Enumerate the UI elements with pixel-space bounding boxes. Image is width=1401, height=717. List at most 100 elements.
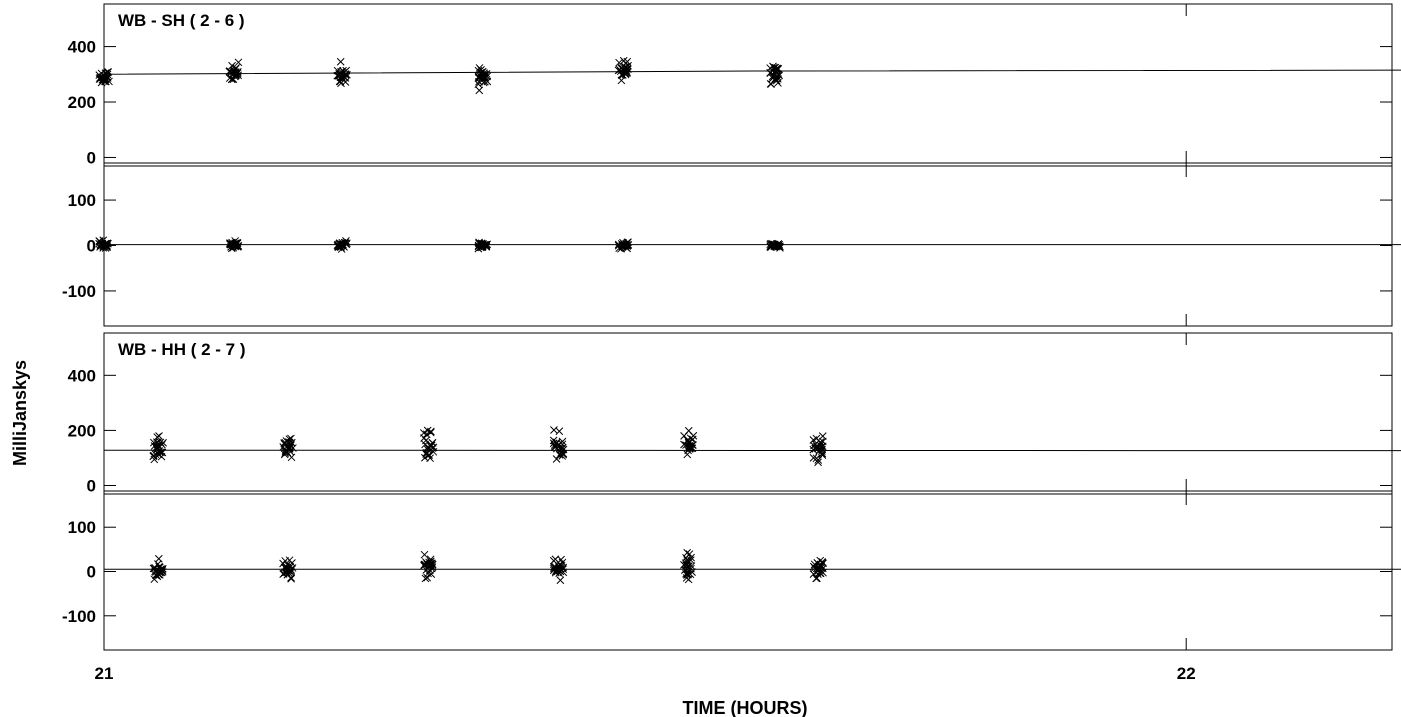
data-point <box>685 443 693 451</box>
panel-1: WB - SH ( 2 - 6 ) 0 200 400 -100 0 100 <box>62 3 1401 327</box>
data-point <box>550 441 559 449</box>
upper-subplot: 0 200 400 <box>68 366 1401 495</box>
panel-frame <box>103 3 1393 327</box>
data-point <box>767 80 775 88</box>
data-point <box>814 566 823 575</box>
upper-subplot: 0 200 400 <box>68 38 1401 167</box>
data-point <box>621 70 630 79</box>
fit-line <box>103 69 1401 75</box>
data-point <box>419 429 428 437</box>
data-point <box>281 447 290 456</box>
data-point <box>809 436 818 444</box>
y-tick-label: 400 <box>68 366 96 385</box>
data-point <box>149 564 158 573</box>
data-point <box>101 77 109 86</box>
data-point <box>284 569 293 577</box>
data-point <box>424 443 432 451</box>
lower-subplot: -100 0 100 <box>62 191 1401 301</box>
fit-line <box>103 449 1401 452</box>
y-tick-label: 100 <box>68 518 96 537</box>
y-tick-label: 0 <box>87 237 96 256</box>
data-point <box>623 241 632 250</box>
data-point <box>279 443 288 451</box>
y-tick-label: 100 <box>68 191 96 210</box>
data-point <box>817 439 825 448</box>
data-point <box>427 427 435 436</box>
data-point <box>426 428 435 437</box>
data-point <box>95 239 103 248</box>
data-point <box>287 574 295 583</box>
panel-title: WB - HH ( 2 - 7 ) <box>118 340 246 359</box>
data-point <box>615 58 623 67</box>
data-point <box>772 67 780 76</box>
y-tick-label: 0 <box>87 563 96 582</box>
y-tick-label: 200 <box>68 93 96 112</box>
data-point <box>336 57 345 66</box>
data-point <box>549 556 558 565</box>
data-point <box>422 436 430 445</box>
data-point <box>420 550 429 559</box>
y-tick-label: -100 <box>62 607 96 626</box>
data-point <box>423 573 432 582</box>
data-point <box>475 86 484 95</box>
data-point <box>426 454 434 463</box>
data-point <box>234 241 243 250</box>
data-point <box>557 555 565 564</box>
data-point <box>552 444 561 453</box>
data-point <box>287 434 295 443</box>
data-point <box>680 440 688 449</box>
data-point <box>155 570 164 579</box>
data-point <box>428 561 437 569</box>
data-point <box>813 574 821 582</box>
data-point <box>423 445 432 454</box>
data-point <box>154 449 162 458</box>
data-point <box>552 455 561 463</box>
data-point <box>474 80 483 88</box>
data-point <box>556 576 565 585</box>
data-point <box>769 62 777 71</box>
x-axis-label: TIME (HOURS) <box>683 698 808 717</box>
data-point <box>154 570 163 579</box>
data-point <box>818 451 827 460</box>
panel-2: WB - HH ( 2 - 7 ) 0 200 400 -100 0 100 <box>62 332 1401 651</box>
data-point <box>234 58 243 67</box>
data-point <box>150 455 159 464</box>
data-point <box>683 436 692 445</box>
data-point <box>555 427 564 436</box>
data-point <box>474 244 483 253</box>
data-point <box>687 553 695 562</box>
data-point <box>684 575 693 584</box>
fit-line <box>104 568 1401 570</box>
data-point <box>813 559 822 567</box>
data-point <box>153 438 162 447</box>
y-tick-label: -100 <box>62 282 96 301</box>
data-point <box>555 450 564 459</box>
data-point <box>686 556 695 565</box>
data-point <box>281 557 290 565</box>
data-point <box>683 548 692 557</box>
data-point <box>421 558 430 566</box>
data-point <box>814 458 822 467</box>
data-point <box>479 78 488 87</box>
data-point <box>155 432 163 440</box>
data-point <box>228 61 236 70</box>
data-point <box>556 560 565 569</box>
data-point <box>622 239 631 248</box>
data-point <box>549 566 558 575</box>
data-point <box>619 66 628 74</box>
data-point <box>337 245 346 253</box>
data-point <box>282 568 291 577</box>
data-point <box>559 450 568 459</box>
y-tick-label: 0 <box>87 476 96 495</box>
x-tick-label: 22 <box>1177 664 1196 683</box>
x-tick-label: 21 <box>95 664 114 683</box>
panel-title: WB - SH ( 2 - 6 ) <box>118 11 245 30</box>
data-point <box>818 432 827 441</box>
lower-subplot: -100 0 100 <box>62 518 1401 626</box>
data-point <box>550 426 558 434</box>
data-point <box>342 237 350 245</box>
data-point <box>154 554 163 563</box>
data-point <box>558 437 567 446</box>
